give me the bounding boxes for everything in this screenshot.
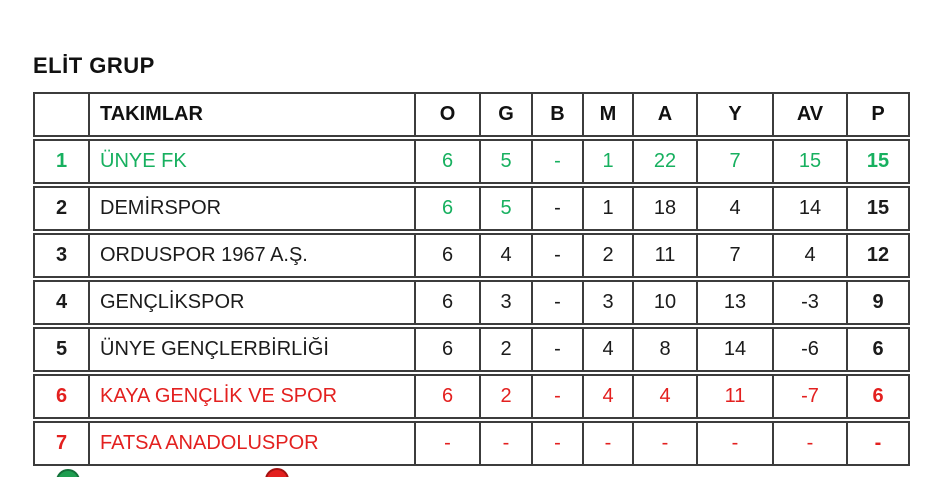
stat-cell: - <box>531 233 582 278</box>
team-name-cell: KAYA GENÇLİK VE SPOR <box>88 374 414 419</box>
rank-cell: 1 <box>33 139 88 184</box>
stat-cell: 10 <box>632 280 696 325</box>
stat-cell: 11 <box>632 233 696 278</box>
stat-cell: - <box>531 327 582 372</box>
stat-cell: 6 <box>414 280 479 325</box>
team-name-cell: ÜNYE GENÇLERBİRLİĞİ <box>88 327 414 372</box>
stat-cell: - <box>582 421 632 466</box>
stat-cell: 6 <box>414 327 479 372</box>
stat-cell: 15 <box>846 186 910 231</box>
stat-cell: 6 <box>414 139 479 184</box>
green-circle-marker <box>56 469 80 477</box>
stat-cell: -6 <box>772 327 846 372</box>
page-title: ELİT GRUP <box>33 53 155 78</box>
stat-cell: 2 <box>479 327 531 372</box>
table-row: 5 ÜNYE GENÇLERBİRLİĞİ 6 2-4 8 14 -6 6 <box>33 327 910 372</box>
stat-cell: 1 <box>582 139 632 184</box>
table-row: 3 ORDUSPOR 1967 A.Ş. 6 4-2 11 7 4 12 <box>33 233 910 278</box>
stat-cell: 6 <box>846 327 910 372</box>
table-row: 2 DEMİRSPOR 6 5-1 18 4 14 15 <box>33 186 910 231</box>
stat-cell: - <box>632 421 696 466</box>
header-goals-for: A <box>632 92 696 137</box>
stat-cell: 3 <box>479 280 531 325</box>
stat-cell: 5 <box>479 186 531 231</box>
stat-cell: 3 <box>582 280 632 325</box>
table-row: 7 FATSA ANADOLUSPOR - - - - - - - - <box>33 421 910 466</box>
stat-cell: 7 <box>696 139 772 184</box>
stat-cell: 4 <box>582 327 632 372</box>
stat-cell: - <box>531 374 582 419</box>
header-teams: TAKIMLAR <box>88 92 414 137</box>
stat-cell: 4 <box>696 186 772 231</box>
team-name-cell: ÜNYE FK <box>88 139 414 184</box>
stat-cell: -7 <box>772 374 846 419</box>
table-row: 6 KAYA GENÇLİK VE SPOR 6 2-4 4 11 -7 6 <box>33 374 910 419</box>
table-row: 1 ÜNYE FK 6 5-1 22 7 15 15 <box>33 139 910 184</box>
stat-cell: 1 <box>582 186 632 231</box>
stat-cell: 18 <box>632 186 696 231</box>
stat-cell: 4 <box>772 233 846 278</box>
stat-cell: 5 <box>479 139 531 184</box>
stat-cell: - <box>696 421 772 466</box>
stat-cell: 7 <box>696 233 772 278</box>
red-circle-marker <box>265 468 289 477</box>
header-wins: G <box>479 92 531 137</box>
stat-cell: 14 <box>696 327 772 372</box>
stat-cell: - <box>414 421 479 466</box>
team-name-cell: GENÇLİKSPOR <box>88 280 414 325</box>
standings-table: TAKIMLAR O G B M A Y AV P 1 ÜNYE FK 6 5-1 22… <box>33 90 910 468</box>
stat-cell: 15 <box>846 139 910 184</box>
stat-cell: 9 <box>846 280 910 325</box>
header-draws: B <box>531 92 582 137</box>
header-row: TAKIMLAR O G B M A Y AV P <box>33 92 910 137</box>
header-rank <box>33 92 88 137</box>
table-row: 4 GENÇLİKSPOR 6 3-3 10 13 -3 9 <box>33 280 910 325</box>
stat-cell: 6 <box>414 186 479 231</box>
rank-cell: 7 <box>33 421 88 466</box>
rank-cell: 3 <box>33 233 88 278</box>
stat-cell: 6 <box>414 233 479 278</box>
stat-cell: 13 <box>696 280 772 325</box>
rank-cell: 2 <box>33 186 88 231</box>
header-losses: M <box>582 92 632 137</box>
rank-cell: 6 <box>33 374 88 419</box>
stat-cell: 8 <box>632 327 696 372</box>
header-points: P <box>846 92 910 137</box>
stat-cell: - <box>531 421 582 466</box>
stat-cell: 14 <box>772 186 846 231</box>
stat-cell: - <box>531 280 582 325</box>
stat-cell: 2 <box>582 233 632 278</box>
stat-cell: - <box>531 139 582 184</box>
stat-cell: 22 <box>632 139 696 184</box>
header-goals-against: Y <box>696 92 772 137</box>
team-name-cell: DEMİRSPOR <box>88 186 414 231</box>
stat-cell: - <box>772 421 846 466</box>
stat-cell: 4 <box>632 374 696 419</box>
stat-cell: 2 <box>479 374 531 419</box>
stat-cell: - <box>846 421 910 466</box>
team-name-cell: ORDUSPOR 1967 A.Ş. <box>88 233 414 278</box>
header-played: O <box>414 92 479 137</box>
team-name-cell: FATSA ANADOLUSPOR <box>88 421 414 466</box>
stat-cell: 11 <box>696 374 772 419</box>
stat-cell: 6 <box>414 374 479 419</box>
rank-cell: 5 <box>33 327 88 372</box>
stat-cell: -3 <box>772 280 846 325</box>
stat-cell: 4 <box>479 233 531 278</box>
rank-cell: 4 <box>33 280 88 325</box>
stat-cell: 15 <box>772 139 846 184</box>
stat-cell: 4 <box>582 374 632 419</box>
stat-cell: 12 <box>846 233 910 278</box>
stat-cell: 6 <box>846 374 910 419</box>
stat-cell: - <box>531 186 582 231</box>
header-goal-diff: AV <box>772 92 846 137</box>
stat-cell: - <box>479 421 531 466</box>
